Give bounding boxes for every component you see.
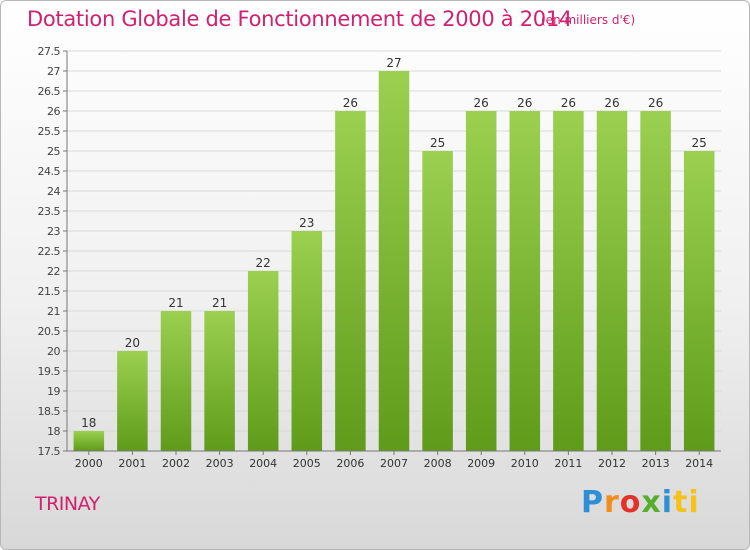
bar-value-label: 25: [692, 136, 707, 150]
x-tick-label: 2008: [424, 457, 452, 470]
x-tick-label: 2010: [511, 457, 539, 470]
bar-value-label: 26: [517, 96, 532, 110]
y-tick-label: 26.5: [38, 85, 61, 98]
y-tick-label: 20: [47, 345, 60, 358]
bar-value-label: 26: [474, 96, 489, 110]
logo-letter: ti: [673, 485, 700, 520]
y-tick-label: 19: [47, 385, 60, 398]
bar: [204, 311, 235, 451]
bar: [553, 111, 584, 451]
x-tick-label: 2007: [380, 457, 408, 470]
logo-letter: r: [604, 485, 620, 520]
bar: [596, 111, 628, 451]
axes: 17.5 18 18.5 19 19.5 20 20.5 21 21.5 22 22.5 23 23.5…: [38, 45, 721, 470]
bar-value-label: 22: [256, 256, 271, 270]
bar-value-label: 26: [561, 96, 576, 110]
bar: [422, 151, 453, 451]
y-tick-label: 24: [47, 185, 60, 198]
bar: [73, 431, 105, 451]
bar-value-label: 26: [604, 96, 619, 110]
bars: 18 20 21 21 22 23 26 27 25 26 26 26 26 26 25: [73, 56, 715, 451]
x-tick-label: 2002: [162, 457, 190, 470]
bar-value-label: 26: [648, 96, 663, 110]
bar: [160, 311, 192, 451]
x-tick-label: 2006: [336, 457, 364, 470]
x-tick-label: 2012: [598, 457, 626, 470]
y-tick-label: 23: [47, 225, 60, 238]
logo-letter: x: [641, 485, 662, 520]
bar-value-label: 21: [168, 296, 183, 310]
x-tick-label: 2003: [206, 457, 234, 470]
y-tick-label: 20.5: [38, 325, 61, 338]
bar-value-label: 21: [212, 296, 227, 310]
y-tick-label: 27.5: [38, 45, 61, 58]
commune-name: TRINAY: [35, 493, 100, 515]
bar-value-label: 25: [430, 136, 445, 150]
x-tick-label: 2004: [249, 457, 277, 470]
bar-value-label: 27: [386, 56, 401, 70]
chart-subtitle: (en milliers d'€): [541, 13, 636, 27]
bar: [378, 71, 410, 451]
logo-letter: i: [661, 485, 674, 520]
x-tick-label: 2014: [685, 457, 713, 470]
x-tick-label: 2009: [467, 457, 495, 470]
bar-value-label: 23: [299, 216, 314, 230]
y-tick-label: 21.5: [38, 285, 61, 298]
y-tick-label: 27: [47, 65, 60, 78]
y-tick-label: 17.5: [38, 445, 61, 458]
bar-value-label: 20: [125, 336, 140, 350]
x-tick-label: 2001: [118, 457, 146, 470]
y-tick-label: 18.5: [38, 405, 61, 418]
y-tick-label: 19.5: [38, 365, 61, 378]
x-tick-label: 2013: [642, 457, 670, 470]
bar-value-label: 26: [343, 96, 358, 110]
proxiti-logo: Proxiti: [581, 485, 700, 520]
bar: [335, 111, 366, 451]
chart-title: Dotation Globale de Fonctionnement de 20…: [27, 7, 572, 31]
bar: [640, 111, 671, 451]
y-tick-label: 18: [47, 425, 60, 438]
logo-letter: o: [619, 485, 642, 520]
y-tick-label: 23.5: [38, 205, 61, 218]
y-tick-label: 21: [47, 305, 60, 318]
x-tick-label: 2011: [554, 457, 582, 470]
bar: [683, 151, 715, 451]
bar: [247, 271, 279, 451]
bar: [117, 351, 148, 451]
y-tick-label: 22.5: [38, 245, 61, 258]
bar-value-label: 18: [81, 416, 96, 430]
y-tick-label: 25: [47, 145, 60, 158]
y-tick-label: 25.5: [38, 125, 61, 138]
logo-letter: P: [581, 485, 604, 520]
y-tick-label: 22: [47, 265, 60, 278]
y-tick-label: 26: [47, 105, 60, 118]
x-tick-label: 2000: [75, 457, 103, 470]
bar: [465, 111, 497, 451]
x-tick-label: 2005: [293, 457, 321, 470]
y-tick-label: 24.5: [38, 165, 61, 178]
bar: [291, 231, 323, 451]
bar: [509, 111, 541, 451]
